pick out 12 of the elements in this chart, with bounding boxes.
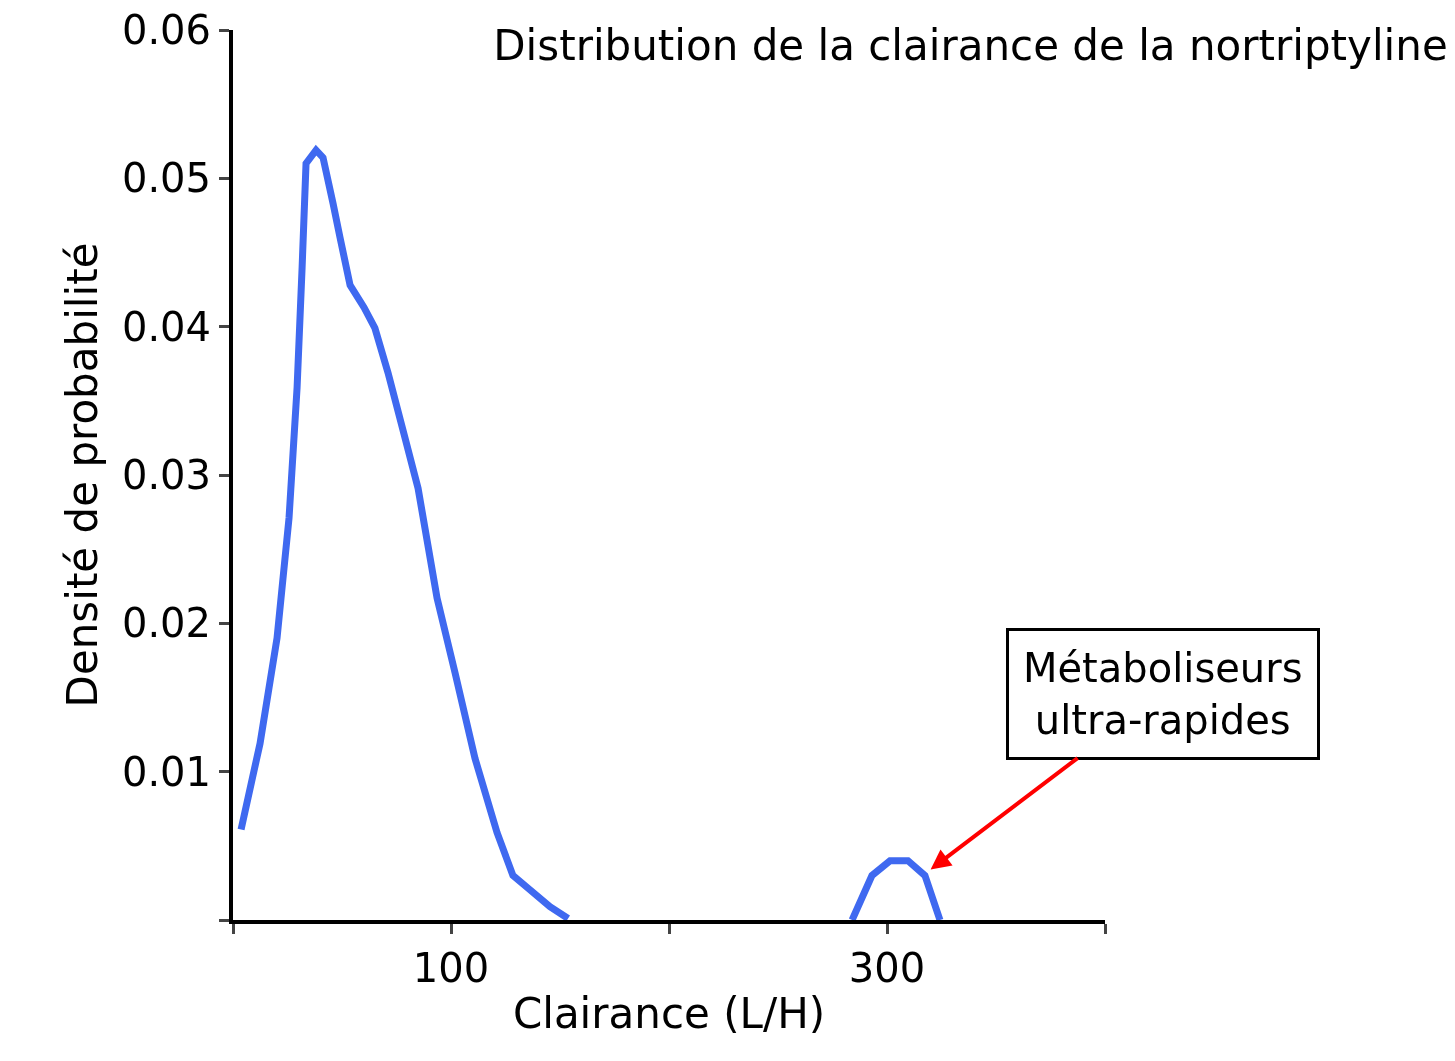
- y-axis-title: Densité de probabilité: [58, 242, 108, 708]
- y-tick-label: 0.01: [121, 748, 211, 795]
- y-tick-label: 0.04: [121, 303, 211, 350]
- y-tick-label: 0.02: [121, 600, 211, 647]
- annotation: Métaboliseurs ultra-rapides: [1023, 645, 1303, 743]
- x-axis-title: Clairance (L/H): [512, 989, 826, 1039]
- y-tick-label: 0.05: [121, 155, 211, 202]
- chart-title: Distribution de la clairance de la nortriptyline: [493, 21, 1448, 71]
- x-tick-label: 300: [848, 945, 926, 991]
- y-tick-label: 0.03: [121, 452, 211, 498]
- x-tick-label: 100: [412, 945, 490, 991]
- y-tick-label: 0.06: [121, 7, 211, 53]
